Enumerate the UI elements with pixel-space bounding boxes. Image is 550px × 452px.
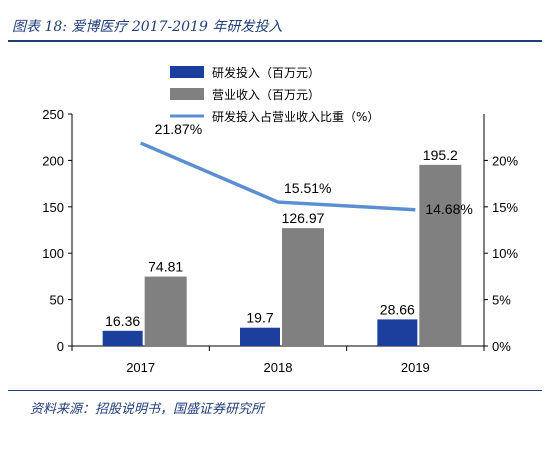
- revenue-bar-label: 74.81: [148, 259, 183, 275]
- rd-bar-label: 16.36: [105, 313, 140, 329]
- ratio-point-label: 14.68%: [425, 201, 472, 217]
- source-note: 资料来源：招股说明书，国盛证券研究所: [8, 390, 542, 419]
- left-tick-label: 0: [57, 339, 64, 354]
- ratio-line: [139, 141, 416, 212]
- revenue-bar: [282, 228, 324, 346]
- right-tick-label: 20%: [492, 153, 518, 168]
- rd-bar: [240, 327, 280, 346]
- legend: 研发投入（百万元） 营业收入（百万元） 研发投入占营业收入比重（%）: [170, 65, 379, 124]
- left-tick-label: 50: [50, 293, 64, 308]
- rd-bar: [377, 319, 418, 346]
- right-tick-label: 15%: [492, 200, 518, 215]
- right-tick-label: 10%: [492, 246, 518, 261]
- ratio-point-label: 15.51%: [284, 180, 331, 196]
- ratio-point-label: 21.87%: [155, 121, 202, 137]
- figure-caption: 图表 18: 爱博医疗 2017-2019 年研发投入: [8, 10, 542, 42]
- revenue-bar-label: 195.2: [423, 147, 458, 163]
- legend-ratio-label: 研发投入占营业收入比重（%）: [212, 109, 379, 124]
- revenue-bar: [419, 164, 462, 346]
- left-tick-label: 250: [42, 107, 64, 122]
- revenue-bar-label: 126.97: [282, 210, 325, 226]
- legend-revenue-swatch: [170, 88, 204, 100]
- rd-bar-label: 19.7: [246, 310, 273, 326]
- ratio-series-line: [139, 141, 416, 212]
- x-tick-label: 2017: [126, 360, 155, 375]
- legend-revenue-label: 营业收入（百万元）: [212, 88, 320, 102]
- left-tick-label: 100: [42, 246, 64, 261]
- data-labels: 16.36 74.81 19.7 126.97 28.66 195.2 21.87% 15.5…: [105, 121, 473, 329]
- left-tick-label: 200: [42, 153, 64, 168]
- left-tick-label: 150: [42, 200, 64, 215]
- revenue-bar: [144, 276, 187, 346]
- source-note-text: 资料来源：招股说明书，国盛证券研究所: [30, 402, 265, 417]
- rd-bar-label: 28.66: [380, 301, 415, 317]
- x-tick-label: 2019: [401, 360, 430, 375]
- bars: [102, 164, 462, 346]
- legend-rd-swatch: [170, 66, 204, 78]
- right-tick-label: 0%: [492, 339, 511, 354]
- figure-caption-text: 图表 18: 爱博医疗 2017-2019 年研发投入: [12, 19, 283, 35]
- rd-bar: [102, 330, 143, 346]
- x-tick-label: 2018: [264, 360, 293, 375]
- right-tick-label: 5%: [492, 293, 511, 308]
- legend-rd-label: 研发投入（百万元）: [212, 65, 320, 80]
